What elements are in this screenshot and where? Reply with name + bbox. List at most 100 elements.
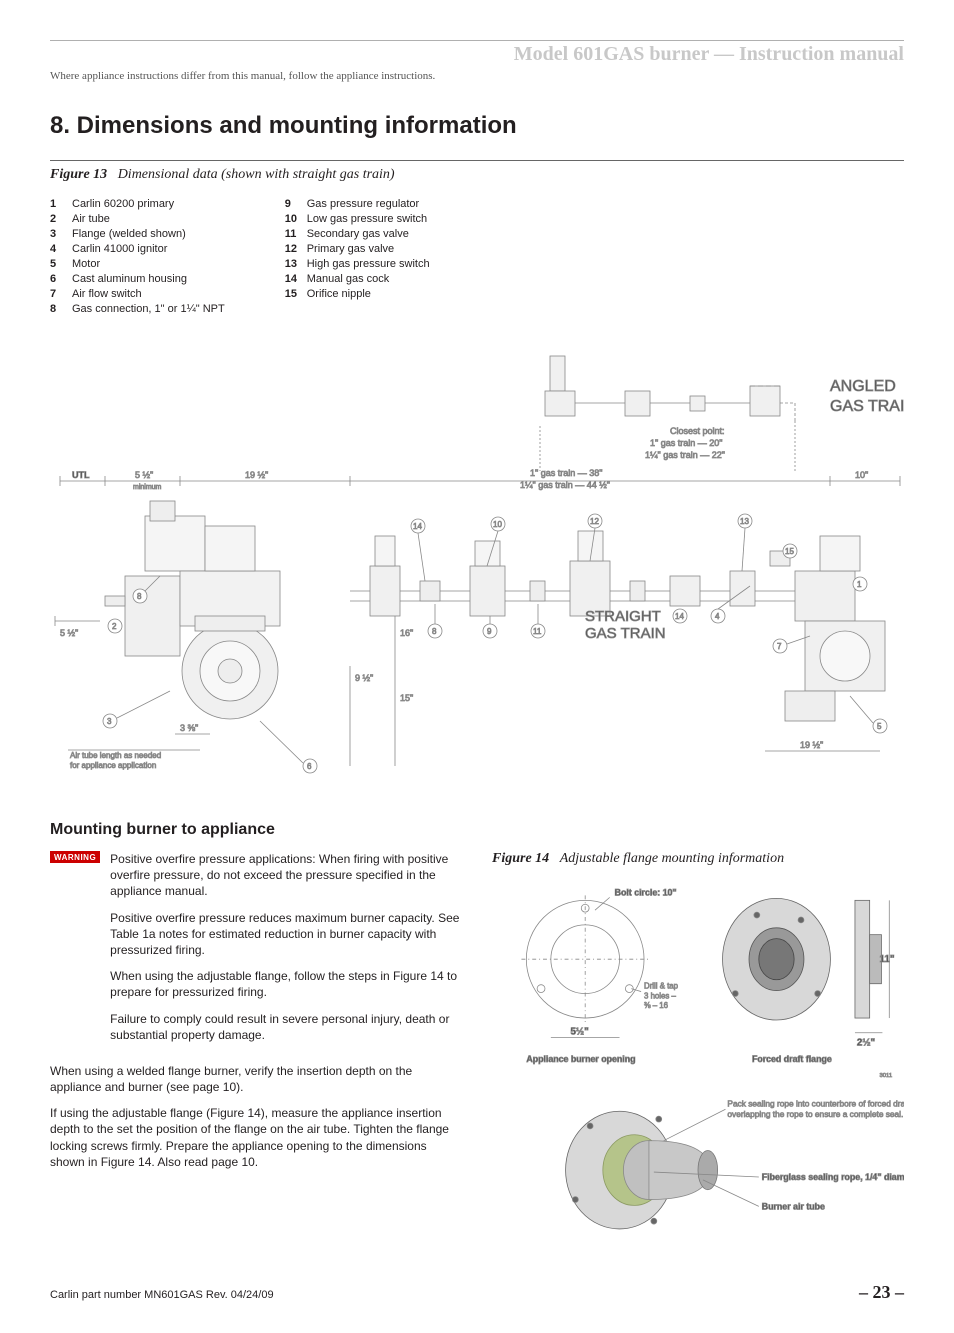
svg-text:6: 6 bbox=[307, 762, 312, 771]
legend-item: 15Orifice nipple bbox=[285, 288, 430, 300]
svg-text:3: 3 bbox=[107, 717, 112, 726]
svg-text:1" gas train — 38": 1" gas train — 38" bbox=[530, 468, 602, 478]
legend-item: 4Carlin 41000 ignitor bbox=[50, 243, 225, 255]
warn-p1: Positive overfire pressure applications:… bbox=[110, 851, 462, 900]
svg-text:12: 12 bbox=[590, 517, 599, 526]
svg-text:3 holes –: 3 holes – bbox=[644, 991, 676, 1000]
warn-p2: Positive overfire pressure reduces maxim… bbox=[110, 910, 462, 959]
legend-item: 11Secondary gas valve bbox=[285, 228, 430, 240]
svg-text:2½": 2½" bbox=[857, 1038, 875, 1049]
svg-text:4: 4 bbox=[715, 612, 720, 621]
svg-text:19 ½": 19 ½" bbox=[245, 470, 268, 480]
svg-text:11: 11 bbox=[533, 627, 542, 636]
svg-text:10": 10" bbox=[855, 470, 868, 480]
figure13-legend: 1Carlin 60200 primary 2Air tube 3Flange … bbox=[50, 198, 904, 318]
legend-col-left: 1Carlin 60200 primary 2Air tube 3Flange … bbox=[50, 198, 225, 318]
manual-title: Model 601GAS burner — Instruction manual bbox=[50, 43, 904, 66]
legend-item: 14Manual gas cock bbox=[285, 273, 430, 285]
footer-part-number: Carlin part number MN601GAS Rev. 04/24/0… bbox=[50, 1289, 274, 1301]
svg-text:8: 8 bbox=[137, 592, 142, 601]
svg-text:Burner air tube: Burner air tube bbox=[762, 1201, 825, 1211]
svg-text:3 ⅜": 3 ⅜" bbox=[180, 723, 198, 733]
svg-text:15: 15 bbox=[785, 547, 794, 556]
legend-item: 9Gas pressure regulator bbox=[285, 198, 430, 210]
legend-item: 2Air tube bbox=[50, 213, 225, 225]
body-p1: When using a welded flange burner, verif… bbox=[50, 1063, 462, 1095]
svg-text:14: 14 bbox=[413, 522, 422, 531]
svg-text:10: 10 bbox=[493, 520, 502, 529]
figure13-desc: Dimensional data (shown with straight ga… bbox=[118, 167, 395, 182]
warn-p3: When using the adjustable flange, follow… bbox=[110, 968, 462, 1000]
svg-text:for appliance application: for appliance application bbox=[70, 761, 156, 770]
svg-text:Bolt circle: 10": Bolt circle: 10" bbox=[615, 887, 677, 897]
legend-item: 12Primary gas valve bbox=[285, 243, 430, 255]
svg-text:19 ½": 19 ½" bbox=[800, 740, 823, 750]
figure14-num: Figure 14 bbox=[492, 851, 549, 866]
svg-text:8: 8 bbox=[432, 627, 437, 636]
svg-text:2: 2 bbox=[112, 622, 117, 631]
legend-item: 3Flange (welded shown) bbox=[50, 228, 225, 240]
svg-text:Pack sealing rope into counter: Pack sealing rope into counterbore of fo… bbox=[727, 1098, 904, 1108]
svg-text:overlapping the rope to ensure: overlapping the rope to ensure a complet… bbox=[727, 1109, 903, 1119]
svg-text:minimum: minimum bbox=[133, 484, 162, 491]
mounting-heading: Mounting burner to appliance bbox=[50, 821, 904, 839]
body-p2: If using the adjustable flange (Figure 1… bbox=[50, 1105, 462, 1170]
legend-item: 6Cast aluminum housing bbox=[50, 273, 225, 285]
svg-text:ANGLED: ANGLED bbox=[830, 378, 896, 395]
svg-text:5½": 5½" bbox=[570, 1027, 588, 1038]
svg-text:5 ½": 5 ½" bbox=[135, 470, 153, 480]
svg-text:15": 15" bbox=[400, 693, 413, 703]
warn-p4: Failure to comply could result in severe… bbox=[110, 1011, 462, 1043]
svg-text:1¼" gas train — 44 ½": 1¼" gas train — 44 ½" bbox=[520, 480, 610, 490]
figure-rule bbox=[50, 160, 904, 161]
svg-text:UTL: UTL bbox=[72, 470, 90, 480]
figure14-caption: Figure 14 Adjustable flange mounting inf… bbox=[492, 851, 904, 867]
svg-text:GAS TRAIN: GAS TRAIN bbox=[585, 625, 666, 642]
svg-text:13: 13 bbox=[740, 517, 749, 526]
legend-item: 7Air flow switch bbox=[50, 288, 225, 300]
svg-text:Fiberglass sealing rope, 1/4": Fiberglass sealing rope, 1/4" diameter bbox=[762, 1172, 904, 1182]
top-rule bbox=[50, 40, 904, 41]
figure13-num: Figure 13 bbox=[50, 167, 107, 182]
flange-diagram-svg: Bolt circle: 10" Drill & tap 3 holes – ⅜… bbox=[492, 882, 904, 1262]
legend-item: 5Motor bbox=[50, 258, 225, 270]
svg-text:⅜ – 16: ⅜ – 16 bbox=[644, 1001, 669, 1010]
section-heading: 8. Dimensions and mounting information bbox=[50, 112, 904, 140]
page-number: – 23 – bbox=[859, 1282, 904, 1303]
warning-block: WARNING Positive overfire pressure appli… bbox=[50, 851, 462, 1053]
svg-text:Forced draft flange: Forced draft flange bbox=[752, 1054, 832, 1064]
legend-col-right: 9Gas pressure regulator 10Low gas pressu… bbox=[285, 198, 430, 318]
mounting-right-col: Figure 14 Adjustable flange mounting inf… bbox=[492, 851, 904, 1262]
svg-text:14: 14 bbox=[675, 612, 684, 621]
svg-text:GAS TRAIN: GAS TRAIN bbox=[830, 398, 904, 415]
burner-diagram-svg: ANGLED GAS TRAIN Closest point: 1" gas t… bbox=[50, 326, 904, 796]
svg-text:9 ½": 9 ½" bbox=[355, 673, 373, 683]
mounting-left-col: WARNING Positive overfire pressure appli… bbox=[50, 851, 462, 1262]
svg-text:3011: 3011 bbox=[879, 1073, 892, 1079]
svg-text:5 ½": 5 ½" bbox=[60, 628, 78, 638]
legend-item: 10Low gas pressure switch bbox=[285, 213, 430, 225]
page-footer: Carlin part number MN601GAS Rev. 04/24/0… bbox=[50, 1282, 904, 1303]
legend-item: 8Gas connection, 1" or 1¼" NPT bbox=[50, 303, 225, 315]
svg-text:1" gas train — 20": 1" gas train — 20" bbox=[650, 438, 722, 448]
instruction-note: Where appliance instructions differ from… bbox=[50, 70, 904, 82]
svg-text:Air tube length as needed: Air tube length as needed bbox=[70, 751, 161, 760]
svg-text:1: 1 bbox=[857, 580, 862, 589]
svg-text:5: 5 bbox=[877, 722, 882, 731]
mounting-content: WARNING Positive overfire pressure appli… bbox=[50, 851, 904, 1262]
svg-text:Appliance burner opening: Appliance burner opening bbox=[526, 1054, 635, 1064]
svg-text:11": 11" bbox=[879, 954, 894, 965]
warning-text: Positive overfire pressure applications:… bbox=[110, 851, 462, 1053]
svg-text:9: 9 bbox=[487, 627, 492, 636]
warning-badge: WARNING bbox=[50, 851, 100, 863]
figure13-caption: Figure 13 Dimensional data (shown with s… bbox=[50, 167, 904, 183]
figure14-diagram: Bolt circle: 10" Drill & tap 3 holes – ⅜… bbox=[492, 882, 904, 1262]
svg-text:16": 16" bbox=[400, 628, 413, 638]
svg-text:Drill & tap: Drill & tap bbox=[644, 982, 679, 991]
svg-text:7: 7 bbox=[777, 642, 782, 651]
svg-text:Closest point:: Closest point: bbox=[670, 426, 725, 436]
svg-text:1¼" gas train — 22": 1¼" gas train — 22" bbox=[645, 450, 725, 460]
legend-item: 1Carlin 60200 primary bbox=[50, 198, 225, 210]
figure14-desc: Adjustable flange mounting information bbox=[560, 851, 784, 866]
figure13-diagram: ANGLED GAS TRAIN Closest point: 1" gas t… bbox=[50, 326, 904, 796]
